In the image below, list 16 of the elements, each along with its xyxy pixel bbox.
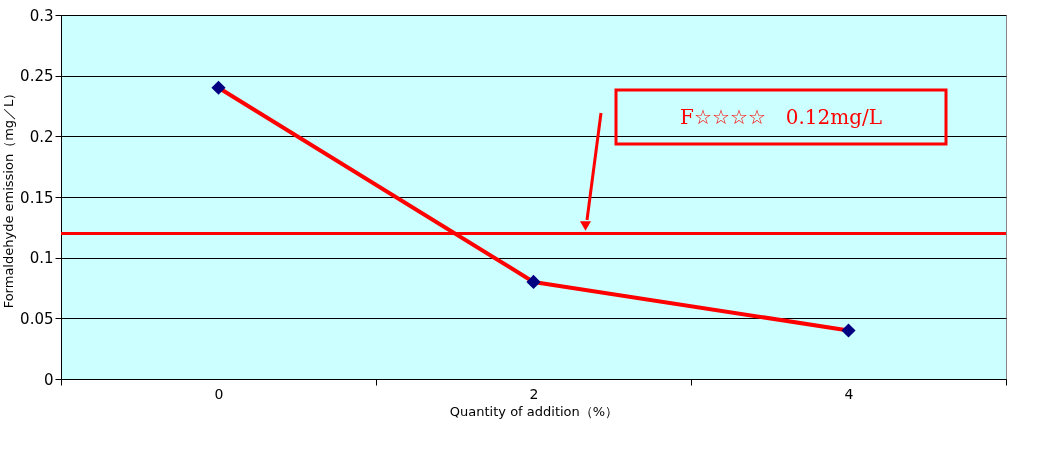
y-tick-label: 0 — [43, 370, 54, 389]
ref-line-label: F☆☆☆☆ 0.12mg/L — [679, 105, 883, 129]
x-axis-title: Quantity of addition（%） — [449, 403, 619, 419]
point — [526, 274, 541, 289]
x-tick-label: 0 — [214, 385, 224, 402]
y-tick-label: 0.05 — [20, 309, 54, 328]
y-tick-label: 0.2 — [29, 127, 54, 146]
x-tick-label: 2 — [529, 385, 539, 402]
y-tick-label: 0.15 — [20, 188, 54, 207]
point — [211, 80, 226, 95]
y-tick-label: 0.1 — [29, 249, 54, 268]
y-axis-title: Formaldehyde emission（mg／L） — [1, 86, 17, 309]
point — [841, 323, 856, 338]
y-tick-label: 0.25 — [20, 67, 54, 86]
y-tick-label: 0.3 — [29, 6, 54, 25]
x-tick-label: 4 — [844, 385, 854, 402]
